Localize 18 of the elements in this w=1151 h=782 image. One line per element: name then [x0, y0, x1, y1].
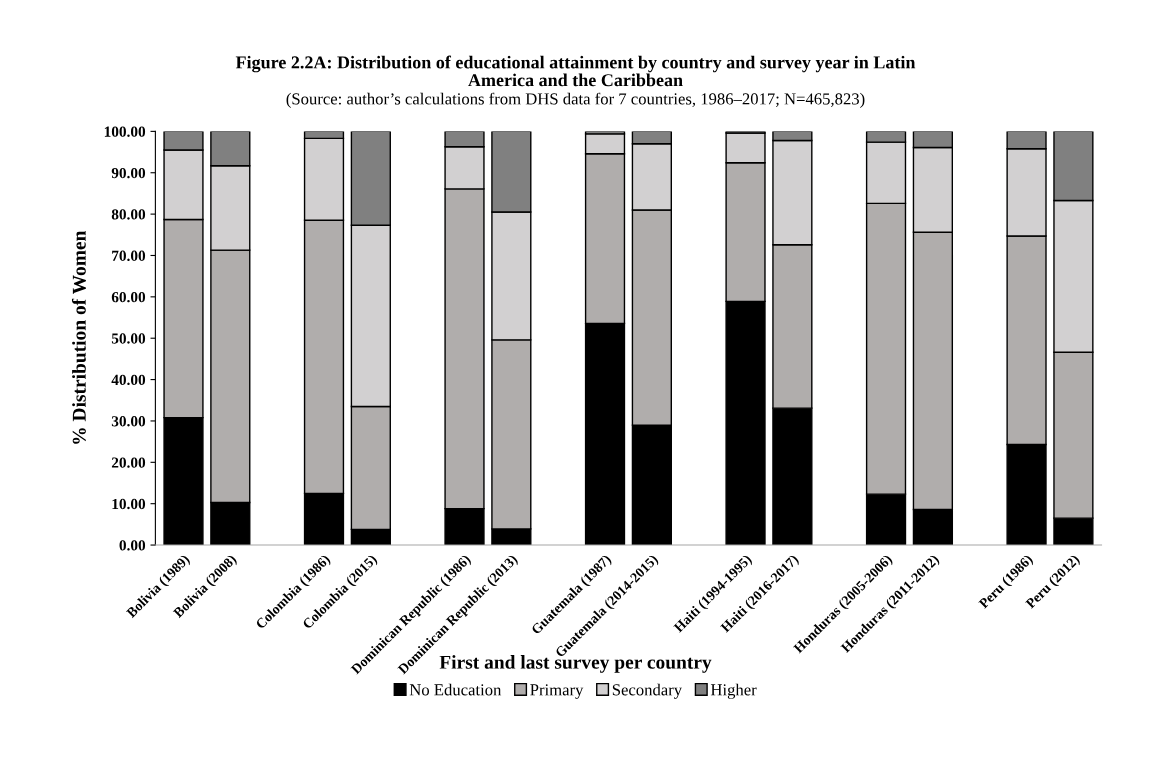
y-tick-label: 0.00 — [119, 540, 146, 551]
chart-title: Figure 2.2A: Distribution of educational attainment by country and survey year in Latin America and the Caribbean — [235, 55, 916, 87]
y-tick-label: 100.00 — [104, 126, 146, 137]
y-tick-label: 40.00 — [111, 374, 146, 386]
legend-label: Higher — [710, 683, 757, 699]
y-tick-label: 60.00 — [111, 291, 146, 303]
y-tick-label: 70.00 — [112, 250, 146, 261]
y-tick-label: 10.00 — [112, 498, 146, 510]
y-tick-label: 90.00 — [111, 167, 146, 179]
y-tick-label: 30.00 — [111, 416, 146, 427]
legend-label: Secondary — [612, 683, 683, 699]
legend-label: Primary — [530, 684, 584, 699]
y-tick-label: 50.00 — [111, 333, 146, 344]
chart-subtitle: (Source: author’s calculations from DHS data for 7 countries, 1986–2017; N=465,823) — [286, 92, 865, 108]
y-tick-label: 20.00 — [111, 457, 146, 468]
y-axis-title: % Distribution of Women — [71, 230, 86, 444]
y-tick-label: 80.00 — [111, 209, 146, 220]
legend-label: No Education — [409, 683, 502, 696]
